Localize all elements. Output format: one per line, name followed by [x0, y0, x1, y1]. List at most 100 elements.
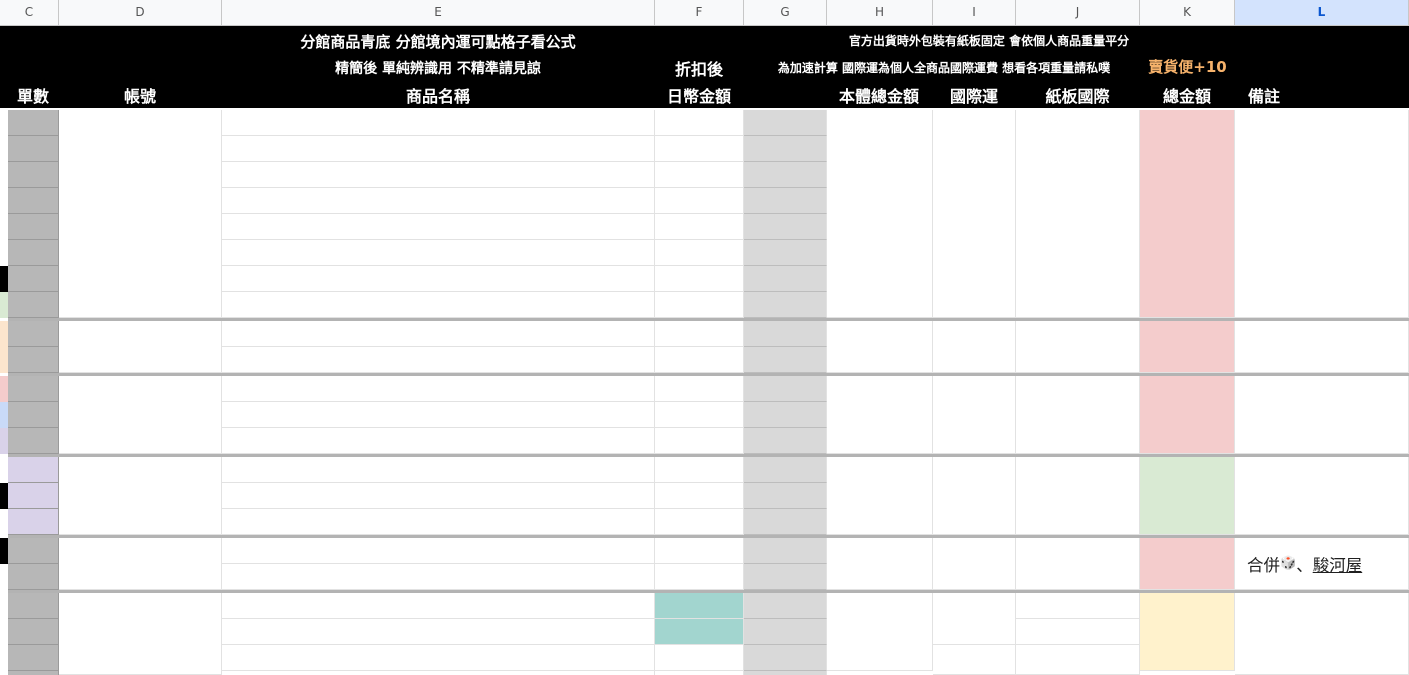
- qty-cell[interactable]: [8, 645, 59, 671]
- body-total-cell[interactable]: [827, 376, 933, 454]
- board-intl-cell[interactable]: [1016, 593, 1140, 619]
- column-header-e[interactable]: E: [222, 0, 655, 26]
- body-price-cell[interactable]: [744, 162, 827, 188]
- body-price-cell[interactable]: [744, 188, 827, 214]
- item-name-cell[interactable]: [222, 110, 655, 136]
- jpy-price-cell[interactable]: [655, 538, 744, 564]
- column-header-i[interactable]: I: [933, 0, 1016, 26]
- body-price-cell[interactable]: [744, 671, 827, 675]
- jpy-price-cell[interactable]: [655, 671, 744, 675]
- jpy-price-cell[interactable]: [655, 428, 744, 454]
- column-header-g[interactable]: G: [744, 0, 827, 26]
- board-intl-cell[interactable]: [1016, 376, 1140, 454]
- qty-cell[interactable]: [8, 266, 59, 292]
- jpy-price-cell[interactable]: [655, 162, 744, 188]
- jpy-price-cell[interactable]: [655, 188, 744, 214]
- qty-cell[interactable]: [8, 593, 59, 619]
- jpy-price-cell[interactable]: [655, 240, 744, 266]
- item-name-cell[interactable]: [222, 538, 655, 564]
- qty-cell[interactable]: [8, 214, 59, 240]
- body-total-cell[interactable]: [827, 593, 933, 671]
- item-name-cell[interactable]: [222, 402, 655, 428]
- item-name-cell[interactable]: [222, 593, 655, 619]
- item-name-cell[interactable]: [222, 214, 655, 240]
- body-price-cell[interactable]: [744, 509, 827, 535]
- note-link-surugaya[interactable]: 駿河屋: [1312, 555, 1363, 575]
- jpy-price-cell[interactable]: [655, 292, 744, 318]
- body-price-cell[interactable]: [744, 292, 827, 318]
- item-name-cell[interactable]: [222, 136, 655, 162]
- jpy-price-cell[interactable]: [655, 509, 744, 535]
- body-price-cell[interactable]: [744, 564, 827, 590]
- total-amount-cell[interactable]: [1140, 376, 1235, 454]
- body-price-cell[interactable]: [744, 402, 827, 428]
- jpy-price-cell[interactable]: [655, 110, 744, 136]
- qty-cell[interactable]: [8, 402, 59, 428]
- qty-cell[interactable]: [8, 240, 59, 266]
- column-header-j[interactable]: J: [1016, 0, 1140, 26]
- qty-cell[interactable]: [8, 376, 59, 402]
- item-name-cell[interactable]: [222, 162, 655, 188]
- qty-cell[interactable]: [8, 188, 59, 214]
- item-name-cell[interactable]: [222, 266, 655, 292]
- total-amount-cell[interactable]: [1140, 457, 1235, 535]
- qty-cell[interactable]: [8, 564, 59, 590]
- item-name-cell[interactable]: [222, 240, 655, 266]
- board-intl-cell[interactable]: [1016, 321, 1140, 373]
- jpy-price-cell[interactable]: [655, 376, 744, 402]
- account-cell[interactable]: [59, 593, 222, 675]
- item-name-cell[interactable]: [222, 619, 655, 645]
- qty-cell[interactable]: [8, 538, 59, 564]
- body-price-cell[interactable]: [744, 428, 827, 454]
- qty-cell[interactable]: [8, 347, 59, 373]
- account-cell[interactable]: [59, 376, 222, 454]
- intl-shipping-cell[interactable]: [933, 538, 1016, 590]
- board-intl-cell[interactable]: [1016, 538, 1140, 590]
- item-name-cell[interactable]: [222, 509, 655, 535]
- note-cell[interactable]: [1235, 593, 1409, 675]
- account-cell[interactable]: [59, 538, 222, 590]
- item-name-cell[interactable]: [222, 376, 655, 402]
- item-name-cell[interactable]: [222, 483, 655, 509]
- item-name-cell[interactable]: [222, 645, 655, 671]
- column-header-k[interactable]: K: [1140, 0, 1235, 26]
- intl-shipping-cell[interactable]: [933, 321, 1016, 373]
- qty-cell[interactable]: [8, 428, 59, 454]
- body-price-cell[interactable]: [744, 457, 827, 483]
- item-name-cell[interactable]: [222, 564, 655, 590]
- body-price-cell[interactable]: [744, 376, 827, 402]
- jpy-price-cell[interactable]: [655, 214, 744, 240]
- jpy-price-cell[interactable]: [655, 347, 744, 373]
- qty-cell[interactable]: [8, 619, 59, 645]
- intl-shipping-cell[interactable]: [933, 593, 1016, 645]
- total-amount-cell[interactable]: [1140, 538, 1235, 590]
- qty-cell[interactable]: [8, 110, 59, 136]
- qty-cell[interactable]: [8, 321, 59, 347]
- qty-cell[interactable]: [8, 509, 59, 535]
- item-name-cell[interactable]: [222, 188, 655, 214]
- qty-cell[interactable]: [8, 136, 59, 162]
- jpy-price-cell[interactable]: [655, 321, 744, 347]
- body-total-cell[interactable]: [827, 110, 933, 318]
- body-price-cell[interactable]: [744, 483, 827, 509]
- total-amount-cell[interactable]: [1140, 321, 1235, 373]
- jpy-price-cell[interactable]: [655, 457, 744, 483]
- account-cell[interactable]: [59, 321, 222, 373]
- account-cell[interactable]: [59, 457, 222, 535]
- qty-cell[interactable]: [8, 483, 59, 509]
- jpy-price-cell[interactable]: [655, 266, 744, 292]
- jpy-price-cell[interactable]: [655, 402, 744, 428]
- body-price-cell[interactable]: [744, 645, 827, 671]
- jpy-price-cell[interactable]: [655, 619, 744, 645]
- note-cell[interactable]: 合併 🎲、駿河屋: [1235, 538, 1409, 590]
- jpy-price-cell[interactable]: [655, 483, 744, 509]
- column-header-d[interactable]: D: [59, 0, 222, 26]
- body-price-cell[interactable]: [744, 347, 827, 373]
- qty-cell[interactable]: [8, 457, 59, 483]
- intl-shipping-cell[interactable]: [933, 645, 1016, 675]
- column-header-l[interactable]: L: [1235, 0, 1409, 26]
- item-name-cell[interactable]: [222, 671, 655, 675]
- body-price-cell[interactable]: [744, 619, 827, 645]
- body-price-cell[interactable]: [744, 593, 827, 619]
- item-name-cell[interactable]: [222, 321, 655, 347]
